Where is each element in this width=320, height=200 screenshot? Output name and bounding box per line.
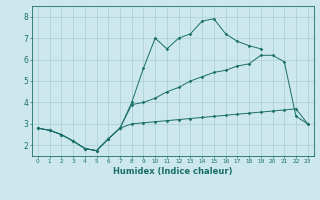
X-axis label: Humidex (Indice chaleur): Humidex (Indice chaleur) [113,167,233,176]
